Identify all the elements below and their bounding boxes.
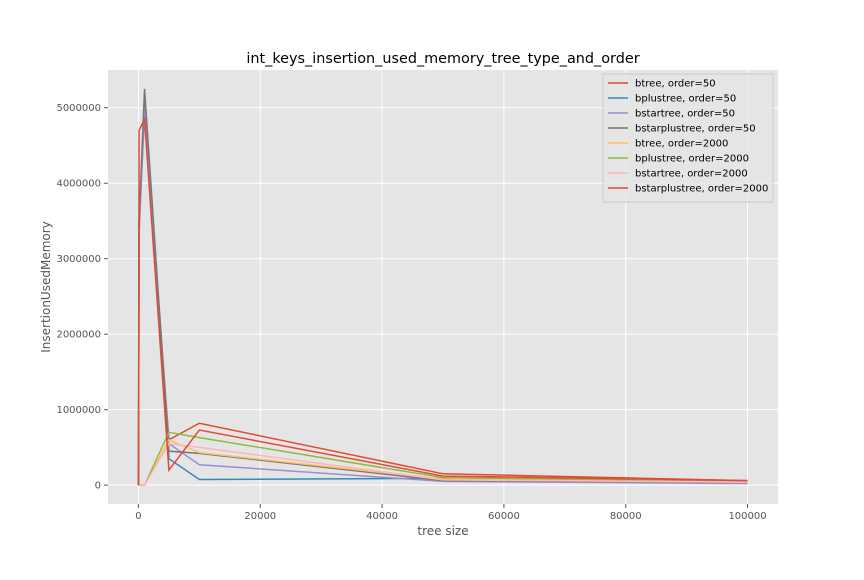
- legend-entry-label: bstarplustree, order=50: [635, 124, 756, 135]
- legend-entry-label: bstartree, order=2000: [635, 169, 748, 180]
- legend-entry-label: bstarplustree, order=2000: [635, 184, 768, 195]
- legend-entry-label: btree, order=50: [635, 79, 716, 90]
- chart-title: int_keys_insertion_used_memory_tree_type…: [246, 51, 639, 67]
- legend-entry-label: bplustree, order=50: [635, 94, 736, 105]
- y-tick-label: 4000000: [56, 179, 101, 190]
- x-tick-label: 80000: [610, 511, 642, 522]
- x-tick-label: 60000: [488, 511, 520, 522]
- x-tick-label: 100000: [728, 511, 766, 522]
- series-line-bstarplustree-order-2000: [137, 116, 748, 486]
- axis-ticks: 0 20000 40000 60000 80000 1000000100000020000…: [56, 103, 766, 522]
- x-tick-label: 20000: [244, 511, 276, 522]
- y-tick-label: 2000000: [56, 330, 101, 341]
- legend-entry-label: btree, order=2000: [635, 139, 728, 150]
- y-axis-label: InsertionUsedMemory: [39, 221, 53, 353]
- legend-entry-label: bplustree, order=2000: [635, 154, 749, 165]
- legend: btree, order=50 bplustree, order=50 bstart…: [602, 73, 774, 203]
- legend-box: [602, 73, 774, 203]
- y-tick-label: 3000000: [56, 254, 101, 265]
- series-lines: [137, 88, 748, 486]
- y-tick-label: 1000000: [56, 405, 101, 416]
- x-tick-label: 40000: [366, 511, 398, 522]
- legend-entry-label: bstartree, order=50: [635, 109, 735, 120]
- y-tick-label: 0: [95, 481, 101, 492]
- y-tick-label: 5000000: [56, 103, 101, 114]
- x-axis-label: tree size: [417, 524, 468, 538]
- x-tick-label: 0: [135, 511, 141, 522]
